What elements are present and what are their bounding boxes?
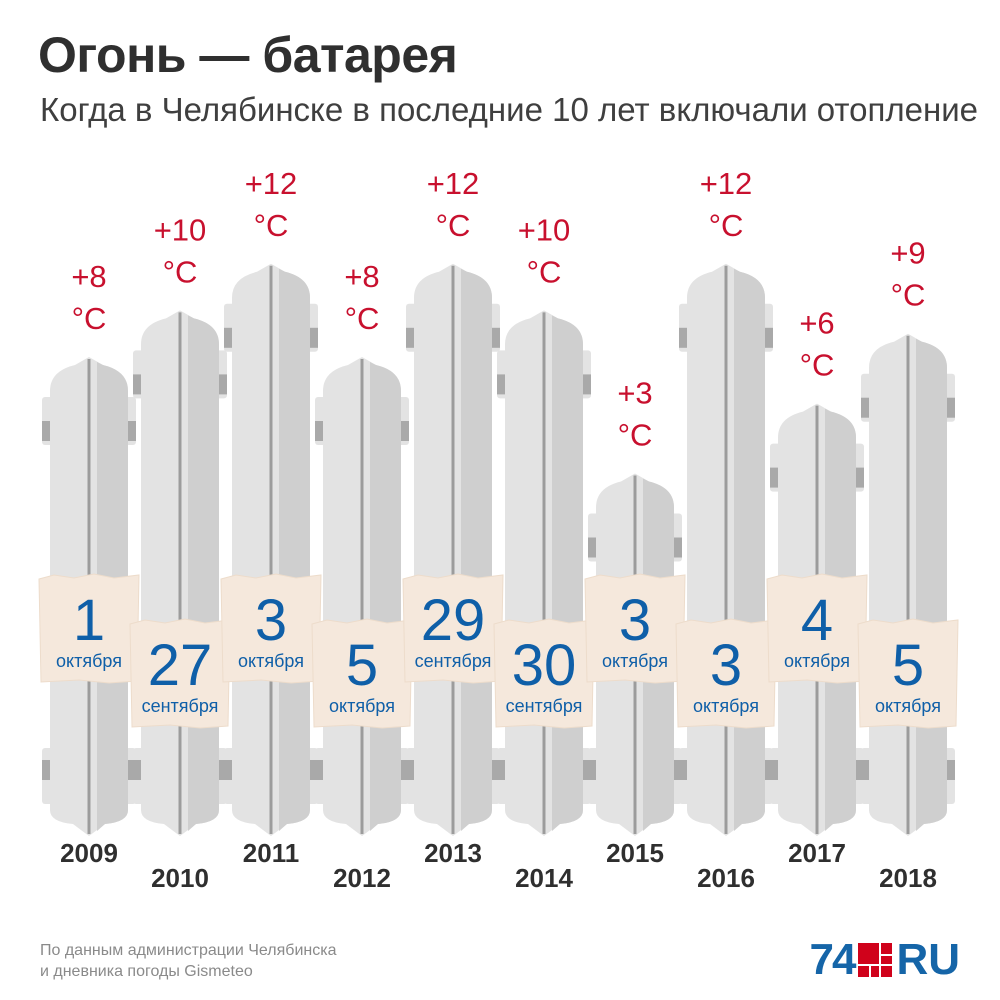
year-label: 2018	[879, 863, 937, 893]
year-label: 2016	[697, 863, 755, 893]
date-month: октября	[602, 651, 668, 671]
temperature-label: +12	[700, 166, 753, 201]
temperature-label: +10	[518, 212, 571, 247]
radiator-shade	[916, 338, 947, 831]
date-month: сентября	[415, 651, 492, 671]
temperature-label: +8	[71, 259, 106, 294]
year-label: 2015	[606, 838, 664, 868]
temperature-unit: °C	[709, 208, 744, 243]
year-label: 2011	[243, 838, 299, 868]
date-day: 5	[892, 633, 924, 698]
radiator-shade	[552, 315, 583, 831]
date-month: октября	[238, 651, 304, 671]
year-label: 2017	[788, 838, 846, 868]
date-tag	[402, 573, 504, 684]
source-line-1: По данным администрации Челябинска	[40, 942, 337, 959]
radiator-shade	[734, 268, 765, 831]
date-day: 1	[73, 588, 105, 653]
date-month: сентября	[142, 696, 219, 716]
logo-number: 74	[809, 935, 856, 984]
date-month: октября	[784, 651, 850, 671]
temperature-unit: °C	[163, 254, 198, 289]
temperature-unit: °C	[72, 301, 107, 336]
logo-square-icon	[858, 943, 893, 977]
date-month: октября	[693, 696, 759, 716]
temperature-unit: °C	[436, 208, 471, 243]
year-label: 2012	[333, 863, 391, 893]
chart-title: Огонь — батарея	[38, 27, 458, 83]
date-month: октября	[875, 696, 941, 716]
temperature-unit: °C	[345, 301, 380, 336]
year-label: 2009	[60, 838, 118, 868]
temperature-unit: °C	[254, 208, 289, 243]
temperature-label: +6	[799, 306, 834, 341]
source-note: По данным администрации Челябинска и дне…	[40, 940, 336, 982]
source-line-2: и дневника погоды Gismeteo	[40, 963, 253, 980]
chart-subtitle: Когда в Челябинске в последние 10 лет вк…	[40, 91, 979, 128]
date-month: октября	[56, 651, 122, 671]
radiator-shade	[461, 268, 492, 831]
date-day: 27	[148, 633, 213, 698]
date-day: 29	[421, 588, 486, 653]
date-month: октября	[329, 696, 395, 716]
date-day: 3	[619, 588, 651, 653]
date-tag	[584, 573, 686, 684]
temperature-unit: °C	[618, 418, 653, 453]
logo-suffix: RU	[896, 935, 960, 984]
temperature-label: +8	[344, 259, 379, 294]
radiator-shade	[279, 268, 310, 831]
date-tag	[766, 573, 868, 684]
temperature-label: +9	[890, 236, 925, 271]
radiator-shade	[370, 362, 401, 831]
date-day: 5	[346, 633, 378, 698]
date-month: сентября	[506, 696, 583, 716]
date-day: 4	[801, 588, 833, 653]
year-label: 2013	[424, 838, 482, 868]
temperature-unit: °C	[800, 348, 835, 383]
date-tag	[857, 618, 959, 729]
temperature-unit: °C	[891, 278, 926, 313]
date-day: 3	[710, 633, 742, 698]
year-label: 2010	[151, 863, 209, 893]
temperature-label: +12	[245, 166, 298, 201]
temperature-label: +10	[154, 212, 207, 247]
temperature-label: +3	[617, 376, 652, 411]
date-tag	[220, 573, 322, 684]
temperature-label: +12	[427, 166, 480, 201]
date-day: 30	[512, 633, 577, 698]
brand-logo: 74 RU	[809, 935, 960, 984]
year-label: 2014	[515, 863, 573, 893]
temperature-unit: °C	[527, 254, 562, 289]
radiator-shade	[188, 315, 219, 831]
date-tag	[38, 573, 140, 684]
date-day: 3	[255, 588, 287, 653]
